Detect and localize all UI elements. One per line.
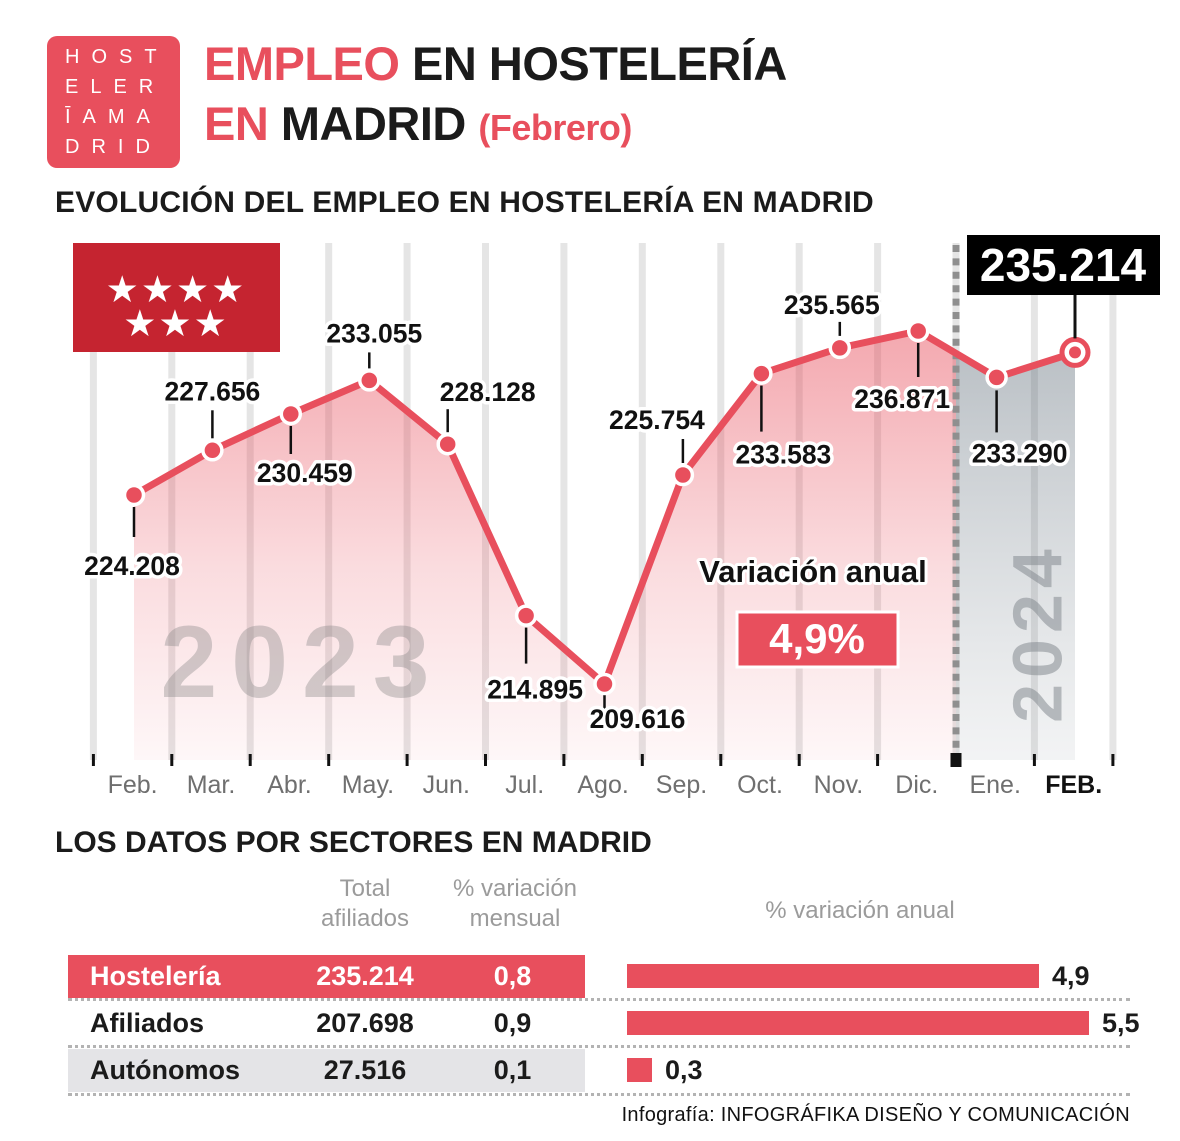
- svg-text:227.656: 227.656: [165, 376, 261, 406]
- row-total: 27.516: [323, 1055, 407, 1085]
- data-point: [906, 319, 930, 343]
- annual-variation-bar-hosteleria: [627, 964, 1039, 988]
- svg-text:Variación anual: Variación anual: [699, 554, 926, 589]
- svg-text:233.290: 233.290: [972, 438, 1068, 468]
- svg-text:233.583: 233.583: [736, 440, 832, 470]
- data-point: [279, 402, 303, 426]
- page-title-line1: EMPLEO EN HOSTELERÍA: [204, 34, 787, 94]
- data-point: [828, 336, 852, 360]
- table-row-afiliados: Afiliados 207.698 0,9: [68, 1002, 585, 1045]
- x-axis: Feb. Mar. Abr. May. Jun. Jul. Ago. Sep. Oct. Nov.…: [91, 753, 1115, 799]
- row-separator: [68, 1045, 1130, 1048]
- watermark-2023: 2023: [161, 605, 444, 719]
- column-header-variacion-anual: % variación anual: [765, 897, 955, 924]
- title-accent: EMPLEO: [204, 37, 400, 90]
- svg-text:233.055: 233.055: [326, 318, 422, 348]
- logo-line: HOST: [65, 45, 169, 68]
- row-monthly-variation: 0,8: [493, 961, 532, 991]
- data-point: [985, 366, 1008, 389]
- data-point: [436, 432, 459, 456]
- table-row-hosteleria: Hostelería 235.214 0,8: [68, 955, 585, 998]
- data-points: [122, 319, 1091, 696]
- month-label: Jun.: [423, 771, 470, 799]
- data-point: [593, 672, 616, 696]
- month-label: Ago.: [577, 771, 628, 799]
- svg-text:225.754: 225.754: [609, 405, 705, 435]
- svg-text:209.616: 209.616: [590, 704, 686, 734]
- row-monthly-variation: 0,9: [493, 1008, 532, 1038]
- svg-text:214.895: 214.895: [487, 675, 583, 705]
- column-header-total-afiliados: Total afiliados: [320, 875, 410, 932]
- madrid-flag: ★★★★ ★★★: [73, 243, 280, 352]
- point-labels: 224.208 227.656 230.459 233.055 228.128 214.8…: [81, 286, 1071, 737]
- data-point: [750, 362, 773, 385]
- table-row-autonomos: Autónomos 27.516 0,1: [68, 1049, 585, 1092]
- month-label: Jul.: [505, 771, 544, 799]
- title-accent: EN: [204, 97, 269, 150]
- month-label: May.: [342, 771, 394, 799]
- area-fill-2024: [956, 352, 1075, 760]
- month-label: FEB.: [1045, 771, 1102, 799]
- flag-stars-row1: ★★★★: [106, 269, 247, 310]
- data-point: [358, 369, 381, 392]
- chart-section-title: EVOLUCIÓN DEL EMPLEO EN HOSTELERÍA EN MA…: [55, 186, 874, 219]
- month-label: Dic.: [895, 771, 938, 799]
- title-qualifier: (Febrero): [478, 107, 632, 148]
- svg-text:236.871: 236.871: [854, 384, 950, 414]
- bar-value-label: 0,3: [665, 1055, 703, 1085]
- sectors-section-title: LOS DATOS POR SECTORES EN MADRID: [55, 826, 652, 859]
- data-point: [514, 604, 538, 627]
- annual-variation-bar-autonomos: [627, 1058, 652, 1082]
- svg-text:235.565: 235.565: [784, 290, 880, 320]
- annual-variation-bar-afiliados: [627, 1011, 1089, 1035]
- highlight-point-inner: [1069, 346, 1081, 359]
- line-chart-svg: 2023 2024 ★★★★ ★★★ 224.208227.656230.4592…: [73, 235, 1160, 799]
- data-point: [671, 463, 695, 487]
- hosteleria-madrid-logo: HOST ELER ĪAMA DRID: [47, 36, 180, 168]
- title-rest: EN HOSTELERÍA: [399, 37, 787, 90]
- month-label: Sep.: [656, 771, 707, 799]
- svg-text:230.459: 230.459: [257, 458, 353, 488]
- bar-value-label: 5,5: [1102, 1008, 1140, 1038]
- month-label: Mar.: [187, 771, 236, 799]
- column-header-variacion-mensual: % variación mensual: [452, 875, 578, 932]
- row-total: 207.698: [316, 1008, 414, 1038]
- month-label: Feb.: [108, 771, 158, 799]
- month-label: Nov.: [814, 771, 864, 799]
- flag-stars-row2: ★★★: [123, 303, 229, 344]
- row-separator: [68, 998, 1130, 1001]
- data-point: [122, 483, 146, 507]
- month-label: Ene.: [969, 771, 1020, 799]
- svg-text:228.128: 228.128: [440, 377, 536, 407]
- row-separator: [68, 1093, 1130, 1096]
- bar-value-label: 4,9: [1052, 961, 1090, 991]
- logo-line: ELER: [65, 75, 166, 98]
- logo-line: ĪAMA: [65, 105, 162, 128]
- svg-text:224.208: 224.208: [84, 551, 180, 581]
- row-total: 235.214: [316, 961, 414, 991]
- row-monthly-variation: 0,1: [493, 1055, 532, 1085]
- page-title: EMPLEO EN HOSTELERÍA EN MADRID (Febrero): [204, 34, 787, 158]
- watermark-2024: 2024: [998, 543, 1076, 723]
- page-title-line2: EN MADRID (Febrero): [204, 94, 787, 158]
- month-label: Abr.: [267, 771, 311, 799]
- infographic-credit: Infografía: INFOGRÁFIKA DISEÑO Y COMUNIC…: [621, 1104, 1130, 1126]
- title-rest: MADRID: [268, 97, 479, 150]
- row-label: Afiliados: [90, 1008, 205, 1038]
- svg-text:4,9%: 4,9%: [769, 615, 865, 662]
- highlight-value-box: 235.214: [967, 235, 1160, 339]
- svg-text:235.214: 235.214: [980, 239, 1147, 291]
- row-label: Hostelería: [90, 961, 221, 991]
- logo-line: DRID: [65, 135, 162, 158]
- employment-evolution-chart: 2023 2024 ★★★★ ★★★ 224.208 227.656 230.459 2…: [0, 230, 1180, 810]
- annual-variation-annotation: Variación anual 4,9%: [696, 551, 930, 669]
- row-label: Autónomos: [90, 1055, 240, 1085]
- data-point: [201, 439, 224, 462]
- month-label: Oct.: [737, 771, 783, 799]
